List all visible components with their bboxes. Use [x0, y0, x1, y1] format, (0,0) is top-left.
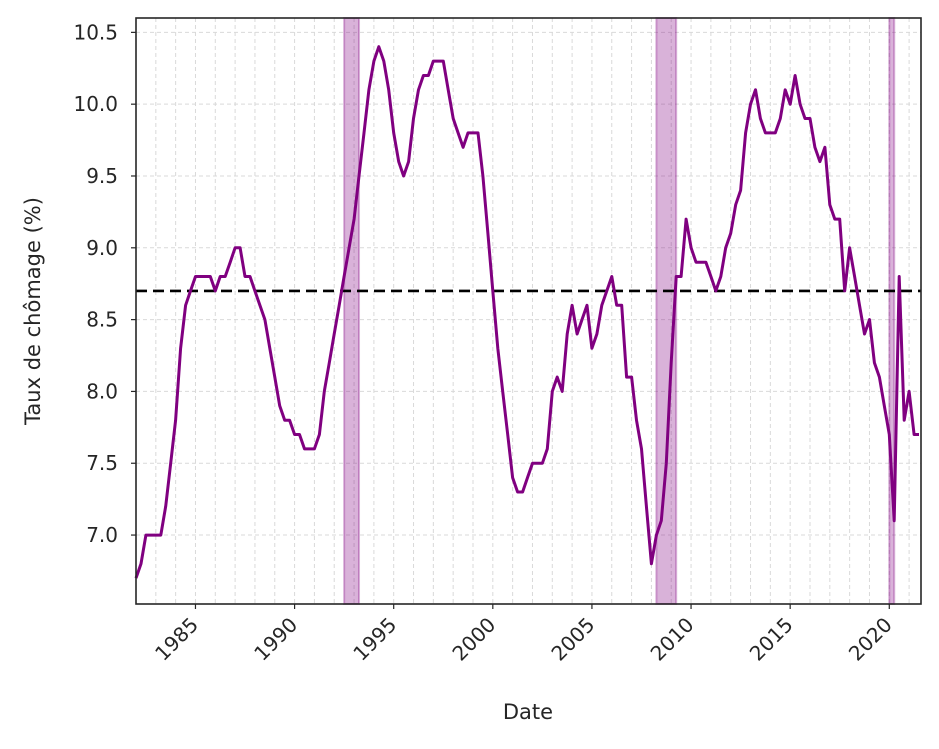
y-tick-label: 9.5 [86, 164, 118, 188]
y-tick-label: 9.0 [86, 236, 118, 260]
y-axis-ticks: 7.0 7.5 8.0 8.5 9.0 9.5 10.0 10.5 [73, 20, 136, 547]
x-tick-label: 2015 [745, 613, 798, 666]
y-tick-label: 8.5 [86, 308, 118, 332]
x-tick-label: 1990 [249, 613, 302, 666]
y-tick-label: 7.0 [86, 523, 118, 547]
x-axis-label: Date [503, 700, 553, 724]
x-tick-label: 1995 [348, 613, 401, 666]
x-tick-label: 2000 [447, 613, 500, 666]
x-tick-label: 1985 [150, 613, 203, 666]
y-tick-label: 10.0 [73, 92, 118, 116]
grid [135, 18, 921, 604]
x-tick-label: 2010 [646, 613, 699, 666]
x-tick-label: 2020 [844, 613, 897, 666]
x-tick-label: 2005 [547, 613, 600, 666]
recession-bands [343, 17, 896, 605]
series-group [134, 45, 919, 579]
recession-band [343, 17, 361, 605]
y-tick-label: 7.5 [86, 451, 118, 475]
y-tick-label: 8.0 [86, 379, 118, 403]
plot-frame [135, 17, 922, 605]
unemployment-rate-line [134, 45, 919, 579]
y-tick-label: 10.5 [73, 20, 118, 44]
y-axis-label: Taux de chômage (%) [21, 197, 45, 426]
x-axis-ticks: 1985 1990 1995 2000 2005 2010 2015 2020 [150, 604, 897, 666]
